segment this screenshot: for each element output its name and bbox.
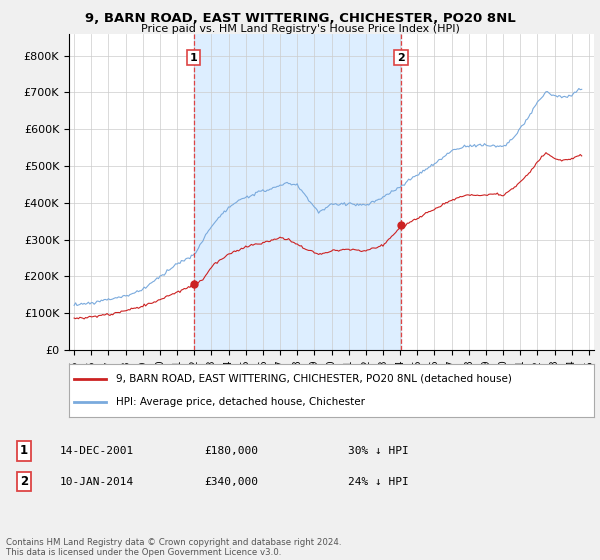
Text: 1: 1 [20, 444, 28, 458]
Text: 9, BARN ROAD, EAST WITTERING, CHICHESTER, PO20 8NL (detached house): 9, BARN ROAD, EAST WITTERING, CHICHESTER… [116, 374, 512, 384]
Text: 2: 2 [20, 475, 28, 488]
Text: HPI: Average price, detached house, Chichester: HPI: Average price, detached house, Chic… [116, 397, 365, 407]
Bar [194, 34, 401, 350]
Text: £340,000: £340,000 [204, 477, 258, 487]
Text: £180,000: £180,000 [204, 446, 258, 456]
Text: 1: 1 [190, 53, 197, 63]
Text: Contains HM Land Registry data © Crown copyright and database right 2024.
This d: Contains HM Land Registry data © Crown c… [6, 538, 341, 557]
Text: 30% ↓ HPI: 30% ↓ HPI [348, 446, 409, 456]
Text: 14-DEC-2001: 14-DEC-2001 [60, 446, 134, 456]
Text: 9, BARN ROAD, EAST WITTERING, CHICHESTER, PO20 8NL: 9, BARN ROAD, EAST WITTERING, CHICHESTER… [85, 12, 515, 25]
Text: 10-JAN-2014: 10-JAN-2014 [60, 477, 134, 487]
Text: 2: 2 [397, 53, 405, 63]
Text: 24% ↓ HPI: 24% ↓ HPI [348, 477, 409, 487]
Text: Price paid vs. HM Land Registry's House Price Index (HPI): Price paid vs. HM Land Registry's House … [140, 24, 460, 34]
